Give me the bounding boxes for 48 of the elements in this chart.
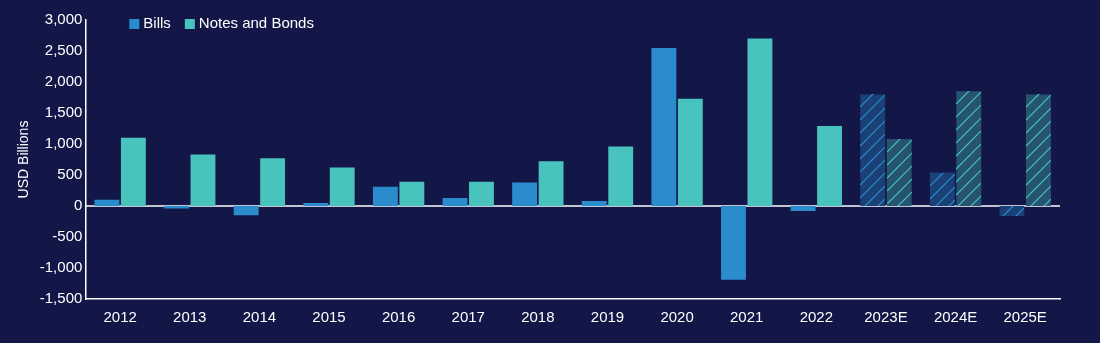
- y-axis-title: USD Billions: [15, 120, 32, 199]
- bar: [233, 206, 259, 216]
- y-tick-label: -1,500: [39, 289, 83, 307]
- x-tick-label: 2013: [173, 308, 207, 326]
- bar: [260, 158, 286, 206]
- bar: [538, 161, 564, 206]
- bar: [399, 181, 425, 206]
- bar: [608, 146, 634, 206]
- bar: [94, 199, 120, 206]
- x-tick-label: 2024E: [933, 308, 978, 326]
- bar: [581, 201, 607, 206]
- legend-label: Notes and Bonds: [198, 14, 314, 32]
- bar: [469, 181, 494, 206]
- x-tick-label: 2025E: [1003, 308, 1047, 326]
- x-tick-label: 2012: [103, 308, 137, 326]
- x-tick-label: 2023E: [864, 308, 908, 326]
- y-tick-label: 0: [73, 196, 83, 214]
- bar: [372, 186, 398, 206]
- y-tick-label: -500: [52, 227, 83, 245]
- y-tick-label: -1,000: [39, 258, 83, 276]
- legend-label: Bills: [143, 14, 171, 32]
- x-tick-label: 2015: [312, 308, 346, 326]
- x-tick-label: 2017: [451, 308, 485, 326]
- x-tick-label: 2016: [381, 308, 416, 326]
- bar: [651, 47, 677, 206]
- y-tick-label: 3,000: [44, 10, 83, 28]
- x-tick-label: 2021: [730, 308, 764, 326]
- bar: [120, 137, 146, 206]
- x-tick-label: 2020: [660, 308, 694, 326]
- bar: [747, 38, 773, 206]
- y-tick-label: 2,500: [44, 41, 83, 59]
- y-tick-label: 500: [57, 165, 83, 183]
- x-tick-label: 2022: [799, 308, 834, 326]
- x-tick-label: 2019: [590, 308, 625, 326]
- bar: [329, 167, 355, 206]
- bar: [817, 126, 842, 206]
- bar: [303, 202, 329, 206]
- bar: [677, 98, 703, 206]
- y-tick-label: 1,000: [44, 134, 83, 152]
- x-tick-label: 2014: [242, 308, 277, 326]
- y-tick-label: 1,500: [44, 103, 83, 121]
- bar: [790, 206, 816, 211]
- bar: [512, 182, 538, 206]
- bar: [442, 197, 468, 206]
- bar: [721, 206, 746, 280]
- x-tick-label: 2018: [521, 308, 555, 326]
- y-tick-label: 2,000: [44, 72, 83, 90]
- bar: [190, 154, 216, 206]
